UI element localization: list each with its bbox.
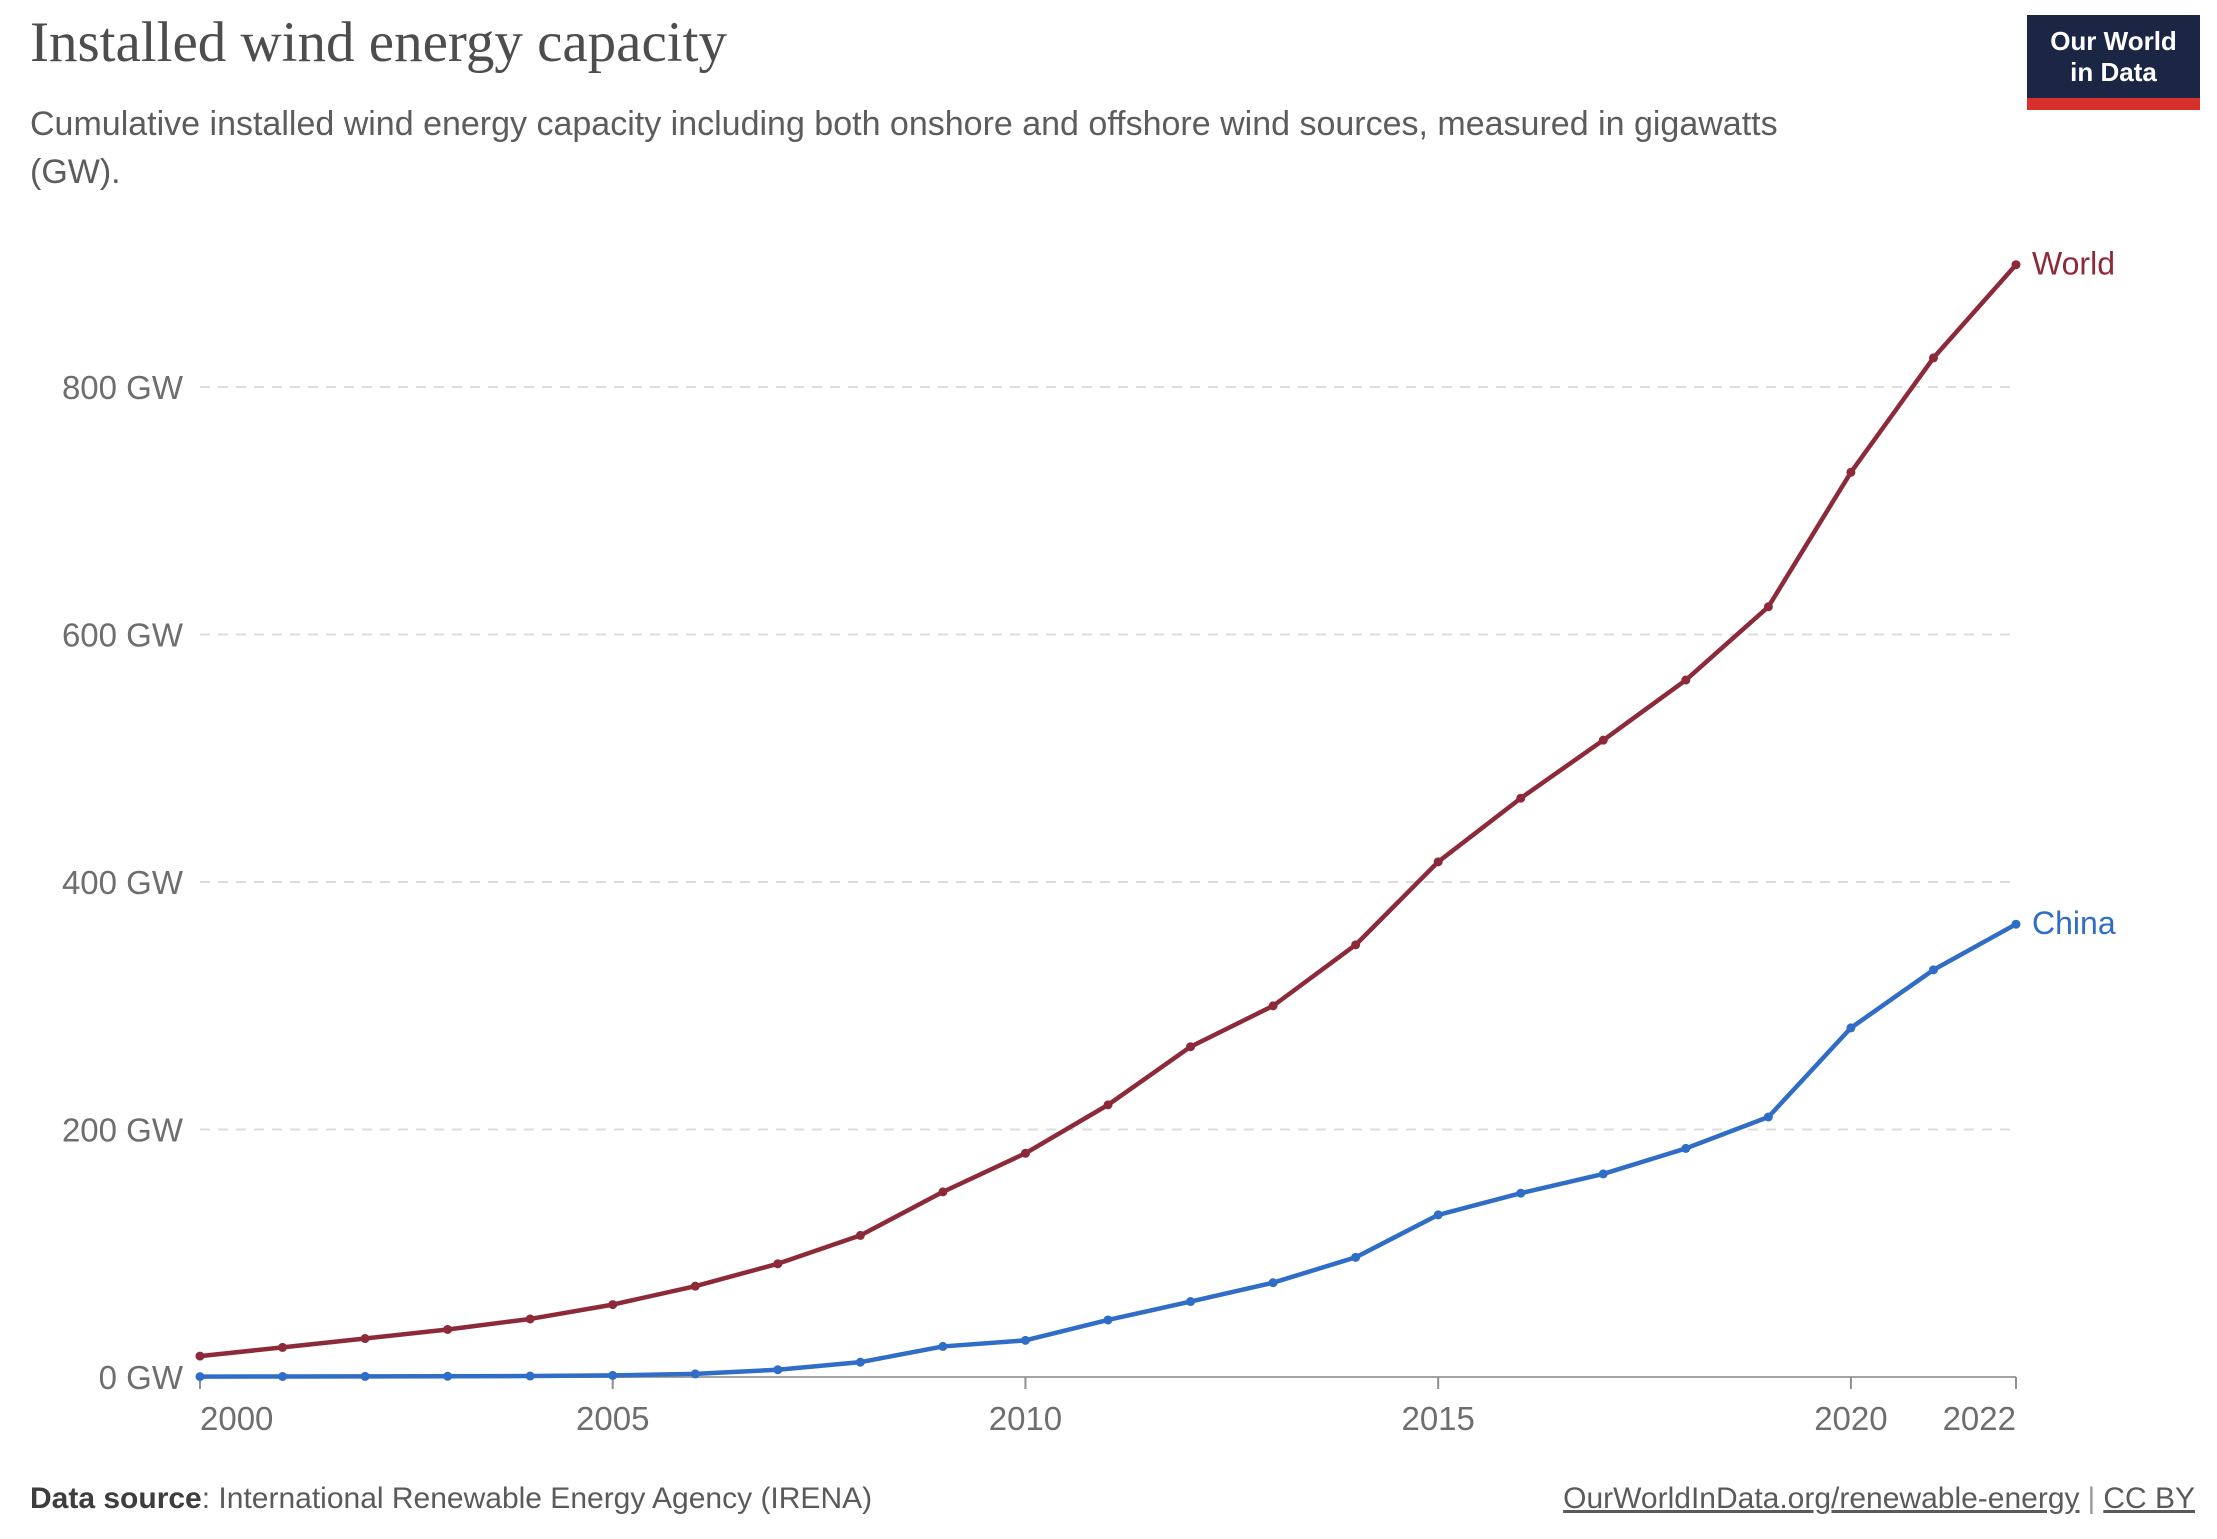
y-axis-tick-label: 200 GW	[62, 1112, 184, 1149]
data-point-china	[938, 1341, 948, 1351]
data-source: Data source: International Renewable Ene…	[30, 1482, 872, 1516]
data-point-world	[1763, 602, 1773, 612]
data-point-china	[525, 1371, 535, 1381]
owid-logo-line1: Our World	[2050, 25, 2177, 56]
data-point-world	[1681, 675, 1691, 685]
data-point-china	[1846, 1023, 1856, 1033]
chart-subtitle-line1: Cumulative installed wind energy capacit…	[30, 105, 1778, 143]
data-point-world	[1928, 353, 1938, 363]
series-label-china: China	[2032, 905, 2116, 941]
data-point-china	[443, 1371, 453, 1381]
data-point-china	[360, 1371, 370, 1381]
data-point-china	[1928, 965, 1938, 975]
data-point-world	[690, 1281, 700, 1291]
data-point-china	[1763, 1112, 1773, 1122]
x-axis-tick-label: 2020	[1814, 1400, 1887, 1437]
data-point-china	[278, 1372, 288, 1382]
footer-separator: |	[2087, 1482, 2096, 1515]
data-point-china	[690, 1369, 700, 1379]
data-point-world	[773, 1259, 783, 1269]
chart-title: Installed wind energy capacity	[30, 11, 727, 74]
y-axis-tick-label: 400 GW	[62, 864, 184, 901]
y-axis-tick-label: 600 GW	[62, 617, 184, 654]
chart-subtitle-line2: (GW).	[30, 153, 121, 191]
data-point-world	[278, 1342, 288, 1352]
data-point-world	[1020, 1148, 1030, 1158]
data-point-china	[195, 1372, 205, 1382]
data-point-china	[1598, 1169, 1608, 1179]
x-axis-tick-label: 2010	[989, 1400, 1062, 1437]
data-point-china	[1103, 1315, 1113, 1325]
data-point-china	[1516, 1188, 1526, 1198]
series-line-world	[197, 262, 2019, 1359]
series-label-world: World	[2032, 246, 2115, 282]
y-axis-tick-label: 0 GW	[99, 1359, 184, 1396]
x-axis-tick-label: 2022	[1943, 1400, 2016, 1437]
data-point-world	[855, 1230, 865, 1240]
data-point-world	[1351, 940, 1361, 950]
data-point-china	[1186, 1297, 1196, 1307]
data-point-world	[1433, 857, 1443, 867]
data-point-world	[525, 1314, 535, 1324]
chart-footer: Data source: International Renewable Ene…	[30, 1482, 2195, 1516]
data-point-world	[195, 1351, 205, 1361]
footer-links: OurWorldInData.org/renewable-energy | CC B…	[1563, 1482, 2195, 1516]
data-point-china	[1351, 1252, 1361, 1262]
data-point-china	[1020, 1335, 1030, 1345]
x-axis-tick-label: 2000	[200, 1400, 273, 1437]
owid-logo[interactable]: Our World in Data	[2027, 15, 2200, 110]
owid-url-link[interactable]: OurWorldInData.org/renewable-energy	[1563, 1482, 2080, 1515]
chart-subtitle: Cumulative installed wind energy capacit…	[30, 100, 1778, 196]
x-axis-tick-label: 2005	[576, 1400, 649, 1437]
data-point-world	[1186, 1042, 1196, 1052]
data-point-china	[855, 1357, 865, 1367]
data-point-china	[2011, 919, 2021, 929]
data-point-china	[1433, 1210, 1443, 1220]
data-point-world	[1598, 735, 1608, 745]
data-point-china	[1268, 1278, 1278, 1288]
y-axis-tick-label: 800 GW	[62, 369, 184, 406]
data-point-world	[2011, 260, 2021, 270]
data-point-china	[1681, 1143, 1691, 1153]
data-point-world	[1103, 1100, 1113, 1110]
data-point-china	[773, 1365, 783, 1375]
data-point-china	[608, 1370, 618, 1380]
data-source-label: Data source	[30, 1482, 202, 1515]
data-point-world	[1846, 467, 1856, 477]
data-point-world	[1516, 793, 1526, 803]
data-source-value: : International Renewable Energy Agency …	[201, 1482, 873, 1515]
owid-logo-line2: in Data	[2070, 56, 2157, 87]
data-point-world	[360, 1334, 370, 1344]
series-line-china	[197, 921, 2019, 1379]
data-point-world	[608, 1300, 618, 1310]
data-point-world	[938, 1187, 948, 1197]
data-point-world	[1268, 1001, 1278, 1011]
x-axis-tick-label: 2015	[1401, 1400, 1474, 1437]
data-point-world	[443, 1324, 453, 1334]
license-link[interactable]: CC BY	[2103, 1482, 2195, 1515]
